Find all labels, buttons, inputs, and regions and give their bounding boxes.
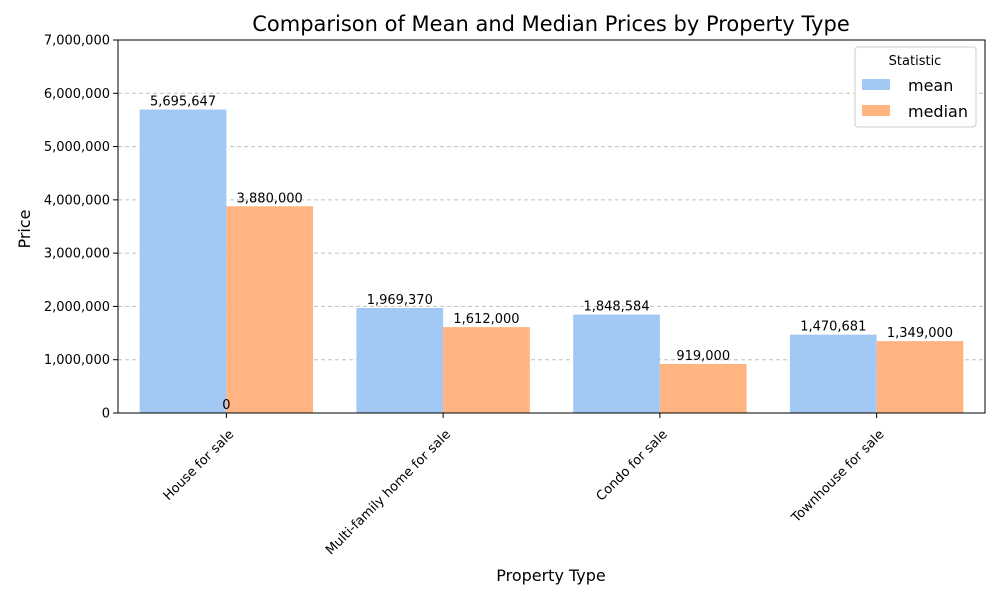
x-tick-label: House for sale (161, 427, 238, 504)
x-axis-title: Property Type (496, 566, 606, 585)
data-label-median: 919,000 (676, 349, 730, 364)
legend-label-median: median (908, 102, 968, 121)
data-label-median: 3,880,000 (237, 191, 303, 206)
bar-mean (789, 334, 877, 413)
bar-median (443, 327, 530, 413)
data-label-layer: 5,695,647 1,969,370 1,848,584 1,470,681 3,88… (150, 95, 953, 413)
y-tick-label: 6,000,000 (44, 87, 110, 102)
x-tick-label: Condo for sale (594, 427, 671, 504)
x-tick-label: Multi-family home for sale (323, 427, 454, 558)
bar-mean (139, 109, 227, 413)
y-tick-label: 3,000,000 (44, 247, 110, 262)
legend-swatch-median (862, 105, 890, 116)
y-tick-label: 0 (102, 407, 110, 422)
bar-mean (356, 308, 444, 413)
y-tick-label: 4,000,000 (44, 193, 110, 208)
data-label-mean: 1,470,681 (800, 320, 866, 335)
y-tick-label: 5,000,000 (44, 140, 110, 155)
chart-title: Comparison of Mean and Median Prices by … (252, 12, 850, 36)
bar-median (659, 364, 747, 413)
bar-layer (139, 109, 964, 413)
y-axis-title: Price (15, 209, 34, 248)
y-tick-label: 7,000,000 (44, 34, 110, 49)
plot-frame (117, 39, 986, 414)
legend: Statistic mean median (854, 46, 977, 128)
bar-mean (573, 314, 660, 413)
data-label-median: 1,612,000 (453, 312, 519, 327)
zero-annotation: 0 (222, 398, 230, 413)
data-label-mean: 5,695,647 (150, 95, 216, 110)
bar-median (876, 341, 964, 413)
legend-label-mean: mean (908, 76, 953, 95)
data-label-mean: 1,848,584 (583, 299, 649, 314)
y-tick-label: 2,000,000 (44, 300, 110, 315)
legend-title: Statistic (889, 54, 942, 69)
data-label-median: 1,349,000 (887, 326, 953, 341)
y-tick-label: 1,000,000 (44, 353, 110, 368)
legend-swatch-mean (862, 79, 890, 90)
bar-median (226, 206, 314, 413)
x-tick-label: Townhouse for sale (788, 427, 887, 526)
data-label-mean: 1,969,370 (367, 293, 433, 308)
